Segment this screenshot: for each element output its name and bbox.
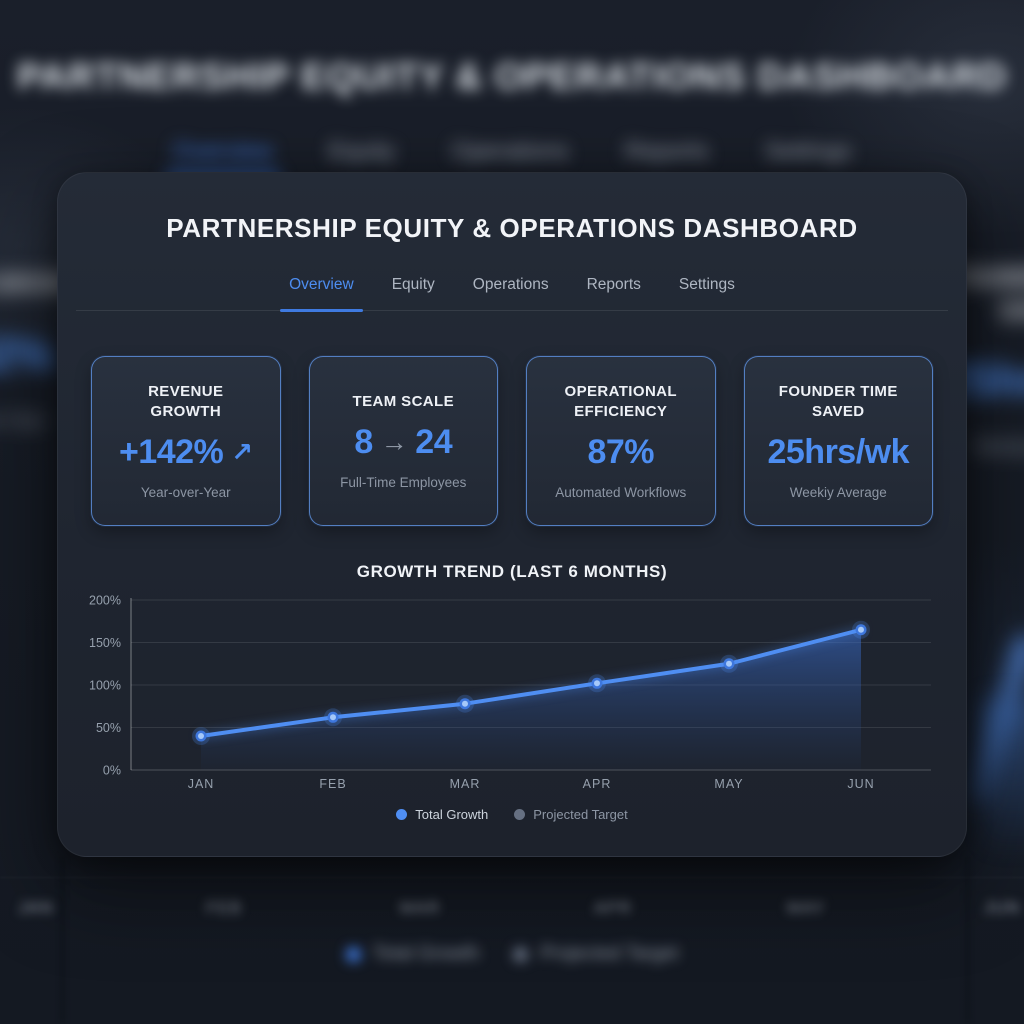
- arrow-right-icon: →: [380, 426, 408, 457]
- tab-overview[interactable]: Overview: [280, 270, 363, 312]
- backdrop-legend: Total Growth Projected Target: [0, 943, 1024, 965]
- backdrop-title: PARTNERSHIP EQUITY & OPERATIONS DASHBOAR…: [16, 56, 1008, 97]
- line-chart-svg: 0% 50% 100% 150% 200% JAN FEB MAR APR MAY JUN: [89, 594, 931, 791]
- stat-title: REVENUE GROWTH: [148, 383, 224, 420]
- svg-text:MAY: MAY: [714, 777, 743, 791]
- stat-card-operational-efficiency[interactable]: OPERATIONAL EFFICIENCY 87% Automated Wor…: [526, 356, 716, 526]
- backdrop-month-label: MAR: [399, 898, 441, 917]
- trend-up-icon: ↗: [231, 437, 253, 467]
- svg-text:FEB: FEB: [319, 777, 346, 791]
- backdrop-month-label: MAY: [786, 898, 826, 917]
- tab-label: Operations: [472, 276, 549, 293]
- svg-text:JAN: JAN: [188, 777, 215, 791]
- stat-subtitle: Year-over-Year: [140, 485, 231, 500]
- stat-cards-row: REVENUE GROWTH +142% ↗ Year-over-Year TE…: [91, 356, 933, 526]
- stat-subtitle: Automated Workflows: [555, 485, 687, 500]
- legend-dot-total-growth: [396, 809, 408, 820]
- svg-text:50%: 50%: [96, 721, 121, 735]
- stat-value: 87%: [587, 433, 655, 471]
- stat-title: FOUNDER TIME SAVED: [778, 383, 898, 420]
- svg-text:JUN: JUN: [847, 777, 874, 791]
- backdrop-chart-line-fragment: [966, 632, 1024, 807]
- svg-text:APR: APR: [583, 777, 612, 791]
- backdrop-month-label: APR: [594, 898, 632, 917]
- legend-dot-projected-target: [514, 809, 526, 820]
- stat-value: +142% ↗: [118, 433, 253, 471]
- svg-text:0%: 0%: [103, 764, 121, 778]
- stat-subtitle: Weekiy Average: [789, 485, 887, 500]
- stat-value: 8 → 24: [354, 423, 453, 462]
- tab-equity[interactable]: Equity: [390, 270, 437, 310]
- tab-label: Overview: [289, 276, 354, 293]
- dashboard-card: PARTNERSHIP EQUITY & OPERATIONS DASHBOAR…: [57, 172, 967, 857]
- stat-title: TEAM SCALE: [352, 392, 454, 410]
- svg-text:150%: 150%: [89, 636, 121, 650]
- backdrop-chart-area-fragment: [984, 700, 1024, 850]
- page-title: PARTNERSHIP EQUITY & OPERATIONS DASHBOAR…: [166, 213, 858, 243]
- tab-bar: Overview Equity Operations Reports Setti…: [76, 270, 948, 312]
- tab-label: Equity: [391, 276, 435, 293]
- backdrop-month-label: FEB: [205, 898, 243, 917]
- backdrop-gridline: [0, 877, 1024, 878]
- backdrop-card-edge-left: [61, 856, 64, 1024]
- stat-card-founder-time-saved[interactable]: FOUNDER TIME SAVED 25hrs/wk Weekiy Avera…: [743, 356, 933, 526]
- tab-operations[interactable]: Operations: [471, 270, 551, 310]
- backdrop-legend-dot-blue: [345, 946, 361, 962]
- stat-subtitle: Full-Time Employees: [340, 475, 467, 491]
- tab-reports[interactable]: Reports: [585, 270, 643, 310]
- legend-item-projected-target[interactable]: Projected Target: [514, 807, 628, 822]
- tab-label: Settings: [678, 276, 735, 293]
- active-tab-underline: [280, 308, 363, 312]
- tab-label: Reports: [586, 276, 641, 293]
- svg-text:100%: 100%: [89, 679, 121, 693]
- stat-title: OPERATIONAL EFFICIENCY: [564, 383, 677, 420]
- svg-text:MAR: MAR: [450, 777, 481, 791]
- stat-value: 25hrs/wk: [767, 433, 910, 471]
- growth-trend-chart: 0% 50% 100% 150% 200% JAN FEB MAR APR MAY JUN: [58, 588, 966, 803]
- stat-card-team-scale[interactable]: TEAM SCALE 8 → 24 Full-Time Employees: [308, 356, 498, 526]
- chart-title: GROWTH TREND (LAST 6 MONTHS): [356, 562, 668, 581]
- svg-text:200%: 200%: [89, 594, 121, 608]
- stat-card-revenue-growth[interactable]: REVENUE GROWTH +142% ↗ Year-over-Year: [91, 356, 281, 526]
- backdrop-card-edge-right: [966, 856, 969, 1024]
- backdrop-month-label: JUN: [983, 898, 1021, 917]
- legend-item-total-growth[interactable]: Total Growth: [396, 807, 488, 822]
- tab-settings[interactable]: Settings: [677, 270, 737, 310]
- backdrop-month-label: JAN: [18, 898, 54, 917]
- chart-legend: Total Growth Projected Target: [58, 807, 966, 822]
- backdrop-legend-dot-gray: [513, 946, 529, 962]
